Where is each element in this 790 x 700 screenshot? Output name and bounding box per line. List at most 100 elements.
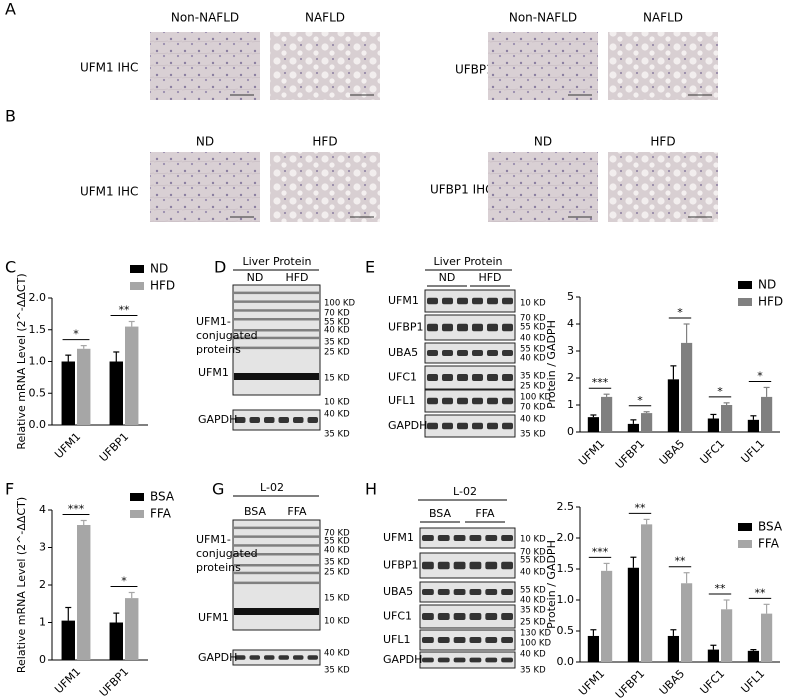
blot-band <box>234 544 319 547</box>
bar <box>721 609 733 662</box>
blot-band <box>234 581 319 585</box>
band-label: GAPDH <box>198 413 237 426</box>
size-marker: 15 KD <box>324 374 350 384</box>
protein-label: proteins <box>196 561 241 574</box>
significance: *** <box>68 503 85 516</box>
size-marker: 40 KD <box>520 415 546 425</box>
legend-swatch <box>130 493 144 501</box>
significance: *** <box>592 545 609 558</box>
ihc-image <box>150 152 260 222</box>
blot-band <box>502 397 513 405</box>
blot-band <box>453 535 466 541</box>
legend-label: BSA <box>758 520 783 534</box>
blot-band <box>487 350 498 356</box>
significance: * <box>757 369 763 382</box>
blot-band <box>469 613 482 620</box>
bar <box>707 418 719 432</box>
ihc-image <box>608 152 718 222</box>
size-marker: 100 KD <box>520 393 551 403</box>
significance: ** <box>119 303 131 316</box>
legend-label: ND <box>758 278 776 292</box>
y-tick-label: 1.5 <box>29 323 47 336</box>
row-label: UFL1 <box>383 633 411 646</box>
blot-band <box>234 608 319 615</box>
panel-letter: G <box>212 480 224 499</box>
legend-label: HFD <box>150 279 175 293</box>
blot-band <box>487 397 498 405</box>
y-axis-label: Protein / GADPH <box>545 320 558 409</box>
row-label: GAPDH <box>383 653 422 666</box>
column-header: HFD <box>650 135 675 149</box>
y-tick-label: 0.0 <box>557 655 575 668</box>
blot-title: Liver Protein <box>433 255 502 268</box>
size-marker: 40 KD <box>324 326 350 336</box>
blot-band <box>502 422 513 430</box>
y-tick-label: 5 <box>567 290 574 303</box>
blot <box>424 342 516 364</box>
blot-band <box>442 350 453 356</box>
condition-label: ND <box>439 271 456 284</box>
x-tick-label: UBA5 <box>657 667 687 697</box>
blot-band <box>437 561 450 570</box>
size-marker: 35 KD <box>324 666 350 676</box>
blot <box>424 389 516 413</box>
blot-band <box>234 336 319 340</box>
blot-band <box>487 297 498 305</box>
condition-label: HFD <box>285 271 308 284</box>
size-marker: 10 KD <box>520 299 546 309</box>
blot <box>424 314 516 341</box>
blot-band <box>234 291 319 295</box>
y-tick-label: 0 <box>567 425 574 438</box>
blot-band <box>235 655 246 660</box>
protein-label: UFM1- <box>196 533 231 546</box>
blot-band <box>234 346 319 350</box>
blot-band <box>278 655 289 660</box>
bar <box>125 598 139 660</box>
blot-band <box>427 397 438 405</box>
y-tick-label: 2 <box>39 578 46 591</box>
bar <box>747 419 759 432</box>
row-label: UBA5 <box>383 585 413 598</box>
blot-band <box>234 564 319 567</box>
y-tick-label: 1.0 <box>557 593 575 606</box>
condition-label: ND <box>247 271 264 284</box>
size-marker: 35 KD <box>520 372 546 382</box>
size-marker: 70 KD <box>520 403 546 413</box>
blot-band <box>453 561 466 570</box>
significance: ** <box>635 501 647 514</box>
significance: ** <box>675 555 687 568</box>
blot <box>419 629 516 651</box>
x-tick-label: UFBP1 <box>613 667 647 700</box>
blot-band <box>264 655 275 660</box>
band-label: UFM1 <box>198 366 229 379</box>
blot-band <box>487 374 498 381</box>
blot-band <box>234 300 319 303</box>
size-marker: 40 KD <box>520 568 546 578</box>
condition-label: HFD <box>478 271 501 284</box>
blot-band <box>307 417 318 423</box>
column-header: Non-NAFLD <box>509 11 577 25</box>
size-marker: 70 KD <box>324 529 350 539</box>
y-axis-label: Relative mRNA Level (2^-ΔΔCT) <box>15 273 28 449</box>
blot-band <box>442 374 453 381</box>
y-axis-label: Relative mRNA Level (2^-ΔΔCT) <box>15 497 28 673</box>
size-marker: 40 KD <box>520 354 546 364</box>
x-tick-label: UFBP1 <box>97 665 131 699</box>
y-tick-label: 2 <box>567 371 574 384</box>
blot-title: L-02 <box>260 481 284 494</box>
blot-band <box>249 655 260 660</box>
x-tick-label: UFC1 <box>697 667 727 697</box>
blot-band <box>469 561 482 570</box>
blot-band <box>422 657 434 663</box>
legend-swatch <box>738 281 752 289</box>
ihc-image <box>488 152 598 222</box>
row-label: UBA5 <box>388 346 418 359</box>
significance: * <box>677 306 683 319</box>
blot-band <box>453 613 466 620</box>
bar <box>109 361 123 425</box>
panel-letter: H <box>365 480 377 499</box>
blot-band <box>502 350 513 356</box>
blot-band <box>234 526 319 530</box>
condition-label: BSA <box>244 505 267 518</box>
y-axis-label: Protein / GADPH <box>545 540 558 629</box>
